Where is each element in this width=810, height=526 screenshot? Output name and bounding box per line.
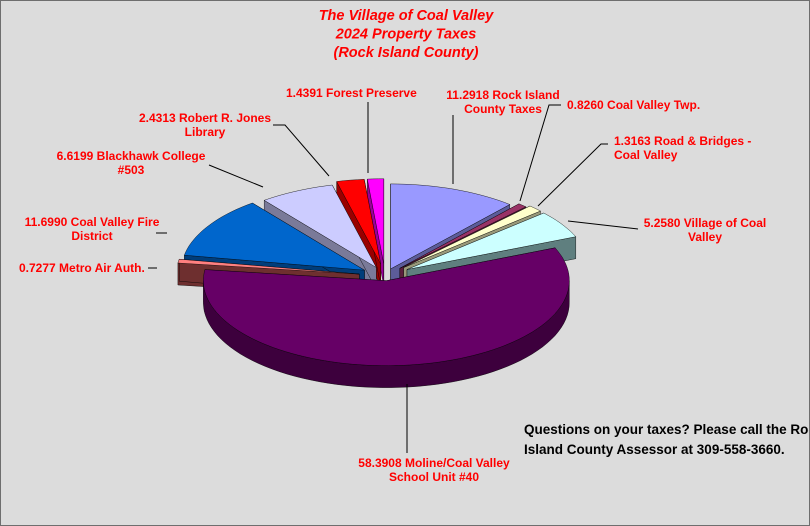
slice-label-line: 11.6990 Coal Valley Fire [25, 215, 160, 229]
leader-line [519, 104, 561, 202]
contact-note-line: Questions on your taxes? Please call the… [524, 422, 810, 437]
leader-line [208, 164, 264, 188]
slice-label-line: Coal Valley [614, 148, 678, 162]
slice-label-line: Valley [688, 230, 722, 244]
pie-slice-top [367, 178, 384, 264]
slice-label: 2.4313 Robert R. Jones Library [139, 111, 271, 139]
chart-title-line: The Village of Coal Valley [319, 8, 495, 24]
slice-label: 0.7277 Metro Air Auth. [19, 261, 145, 275]
pie-slice-top [184, 202, 365, 271]
chart-title-line: (Rock Island County) [333, 45, 478, 61]
leader-line [567, 220, 639, 230]
slice-label-line: County Taxes [464, 102, 542, 116]
pie-slice-top [336, 179, 381, 264]
slice-label: 11.2918 Rock Island County Taxes [446, 88, 559, 116]
pie-slice-top [399, 203, 527, 269]
pie-slice-top [403, 205, 541, 268]
slice-label-line: 58.3908 Moline/Coal Valley [358, 456, 510, 470]
slice-label-line: 1.3163 Road & Bridges - [614, 134, 751, 148]
leader-line [273, 124, 330, 177]
chart-title-line: 2024 Property Taxes [335, 27, 477, 43]
slice-label: 1.3163 Road & Bridges -Coal Valley [614, 134, 751, 162]
slice-label-line: 0.7277 Metro Air Auth. [19, 261, 145, 275]
slice-label: 6.6199 Blackhawk College #503 [57, 149, 206, 177]
pie-slice-top [263, 184, 377, 269]
pie-slice-top [203, 247, 570, 366]
slice-label-line: #503 [118, 163, 145, 177]
slice-label-line: Library [185, 125, 226, 139]
slice-label: 11.6990 Coal Valley Fire District [25, 215, 160, 243]
slice-label-line: 6.6199 Blackhawk College [57, 149, 206, 163]
pie-slice-top [177, 258, 360, 275]
contact-note: Questions on your taxes? Please call the… [524, 420, 810, 460]
pie-slice-top [406, 212, 577, 270]
slice-label: 0.8260 Coal Valley Twp. [567, 98, 700, 112]
slice-label: 1.4391 Forest Preserve [286, 86, 417, 100]
pie-slice [203, 247, 570, 388]
slice-label-line: 2.4313 Robert R. Jones [139, 111, 271, 125]
pie-slice-top [390, 183, 511, 270]
slice-label: 5.2580 Village of Coal Valley [644, 216, 767, 244]
slice-label-line: District [71, 229, 112, 243]
slice-label-line: School Unit #40 [389, 470, 479, 484]
leader-line [537, 143, 608, 207]
slice-label-line: 1.4391 Forest Preserve [286, 86, 417, 100]
slice-label-line: 11.2918 Rock Island [446, 88, 559, 102]
slice-label: 58.3908 Moline/Coal Valley School Unit #4… [358, 456, 510, 484]
slice-label-line: 0.8260 Coal Valley Twp. [567, 98, 700, 112]
slice-label-line: 5.2580 Village of Coal [644, 216, 767, 230]
contact-note-line: Island County Assessor at 309-558-3660. [524, 442, 785, 457]
